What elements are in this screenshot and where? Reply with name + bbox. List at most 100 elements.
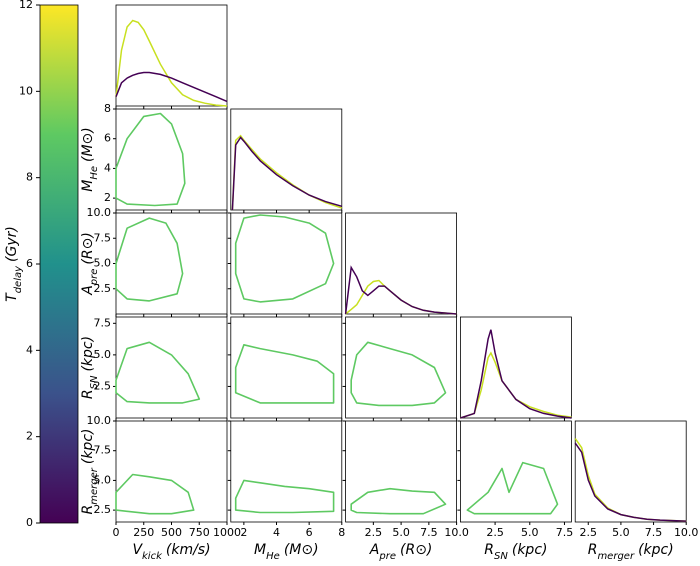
axis-label: MHe (M⊙) — [80, 127, 100, 192]
colorbar-tick-label: 12 — [19, 0, 33, 11]
x-tick-label: 10.0 — [444, 526, 469, 539]
x-tick-label: 4 — [273, 526, 280, 539]
label-unit: (kpc) — [80, 336, 96, 372]
x-tick-label: 2 — [240, 526, 247, 539]
density-curve — [460, 351, 572, 419]
label-symbol: R — [588, 542, 598, 558]
density-curve — [231, 136, 343, 211]
panel-frame — [115, 4, 228, 107]
y-tick-label: 10.0 — [87, 414, 112, 427]
panel-frame — [230, 212, 343, 315]
label-unit: (M⊙) — [284, 542, 319, 558]
label-unit: (km/s) — [166, 542, 211, 558]
contour — [466, 461, 559, 515]
colorbar-tick-label: 0 — [26, 516, 33, 529]
panel-frame — [230, 316, 343, 419]
density-curve — [574, 442, 687, 522]
x-tick-label: 0 — [113, 526, 120, 539]
axis-label: Rmerger(kpc) — [588, 542, 674, 562]
density-curve — [115, 71, 228, 103]
label-subscript: merger — [597, 551, 635, 562]
colorbar-tick-label: 2 — [26, 430, 33, 443]
label-subscript: merger — [89, 467, 100, 505]
x-tick-label: 2.5 — [580, 526, 598, 539]
y-tick-label: 4 — [104, 161, 111, 174]
axis-label: RSN (kpc) — [80, 336, 100, 399]
contour — [115, 473, 195, 515]
axis-label: Tdelay (Gyr) — [4, 226, 24, 302]
contour — [234, 214, 335, 303]
label-symbol: V — [132, 542, 143, 558]
panel-frame — [115, 212, 228, 315]
label-subscript: delay — [13, 265, 24, 293]
label-unit: (Gyr) — [4, 226, 20, 262]
label-subscript: SN — [89, 375, 100, 389]
panel-frame — [345, 212, 458, 315]
y-tick-label: 10.0 — [87, 206, 112, 219]
x-tick-label: 7.5 — [645, 526, 663, 539]
contour — [350, 341, 447, 407]
x-tick-label: 500 — [161, 526, 182, 539]
label-subscript: SN — [494, 551, 508, 562]
axis-label: MHe (M⊙) — [254, 542, 319, 562]
label-symbol: A — [369, 542, 380, 558]
y-tick-label: 2 — [104, 191, 111, 204]
panel-frame — [115, 316, 228, 419]
colorbar-tick-label: 10 — [19, 84, 33, 97]
x-tick-label: 8 — [338, 526, 345, 539]
label-unit: (kpc) — [80, 429, 96, 465]
axis-label: Rmerger (kpc) — [80, 429, 100, 515]
label-unit: (M⊙) — [80, 127, 96, 162]
x-tick-label: 2.5 — [365, 526, 383, 539]
contour — [115, 217, 184, 302]
label-symbol: T — [4, 292, 20, 302]
x-tick-label: 250 — [133, 526, 154, 539]
panel-frame — [459, 316, 572, 419]
x-tick-label: 10.0 — [674, 526, 699, 539]
label-subscript: He — [266, 551, 280, 562]
label-symbol: A — [80, 285, 96, 296]
colorbar-tick-label: 8 — [26, 171, 33, 184]
x-tick-label: 7.5 — [420, 526, 438, 539]
y-tick-label: 5.0 — [94, 348, 112, 361]
y-tick-label: 7.5 — [94, 444, 112, 457]
panel-frame — [459, 420, 572, 523]
x-tick-label: 7.5 — [556, 526, 574, 539]
colorbar-tick-label: 4 — [26, 343, 33, 356]
colorbar — [39, 4, 79, 524]
density-curve — [460, 329, 572, 419]
y-tick-label: 8 — [104, 102, 111, 115]
y-tick-label: 5.0 — [94, 257, 112, 270]
label-subscript: He — [89, 166, 100, 180]
label-symbol: R — [80, 389, 96, 399]
density-curve — [115, 19, 228, 107]
label-symbol: M — [254, 542, 266, 558]
y-tick-label: 6 — [104, 132, 111, 145]
x-tick-label: 5.0 — [392, 526, 410, 539]
label-unit: (R⊙) — [400, 542, 432, 558]
x-tick-label: 1000 — [213, 526, 241, 539]
panel-frame — [230, 108, 343, 211]
y-tick-label: 7.5 — [94, 316, 112, 329]
label-unit: (kpc) — [512, 542, 548, 558]
axis-label: Apre (R⊙) — [80, 232, 100, 296]
contour — [234, 343, 335, 404]
contour — [350, 487, 447, 515]
label-symbol: M — [80, 180, 96, 192]
y-tick-label: 2.5 — [94, 379, 112, 392]
density-curve — [344, 265, 457, 315]
axis-label: Vkick (km/s) — [132, 542, 210, 562]
y-tick-label: 7.5 — [94, 231, 112, 244]
label-symbol: R — [484, 542, 494, 558]
x-tick-label: 750 — [189, 526, 210, 539]
panel-frame — [345, 420, 458, 523]
label-subscript: kick — [142, 551, 163, 562]
contour — [234, 479, 335, 514]
panel-frame — [574, 420, 687, 523]
x-tick-label: 6 — [306, 526, 313, 539]
label-symbol: R — [80, 505, 96, 515]
contour — [115, 112, 186, 207]
axis-label: RSN (kpc) — [484, 542, 547, 562]
panel-frame — [115, 420, 228, 523]
